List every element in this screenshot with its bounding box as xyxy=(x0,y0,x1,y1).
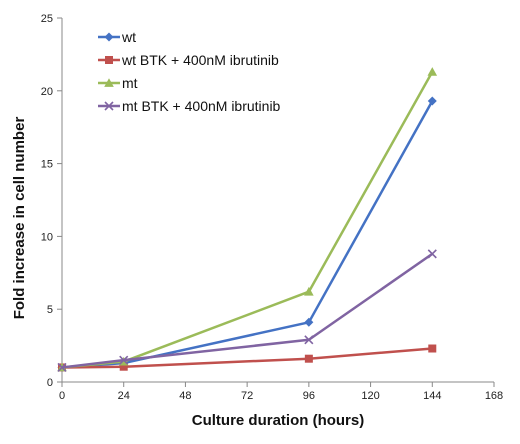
series-2-line xyxy=(61,347,433,369)
legend-item-1-marker xyxy=(104,32,114,42)
series-2-point xyxy=(428,344,437,353)
legend-item-4: mt BTK + 400nM ibrutinib xyxy=(98,98,281,114)
series-1-line xyxy=(61,100,434,369)
legend-item-3: mt xyxy=(98,75,138,91)
series-3-line xyxy=(61,71,434,369)
legend-item-2: wt BTK + 400nM ibrutinib xyxy=(98,52,279,68)
axes xyxy=(57,17,495,387)
x-tick-label: 0 xyxy=(59,390,65,402)
y-tick-label: 25 xyxy=(41,13,53,25)
legend-item-2-label: wt BTK + 400nM ibrutinib xyxy=(121,52,279,68)
x-marker-stroke xyxy=(104,101,114,111)
series-1-point xyxy=(304,317,314,327)
legend-item-1: wt xyxy=(98,29,136,45)
legend-item-1-label: wt xyxy=(121,29,136,45)
series-2-point xyxy=(304,354,313,363)
y-tick-label: 20 xyxy=(41,86,53,98)
series-4-point xyxy=(119,355,129,365)
x-marker-stroke xyxy=(304,335,314,345)
series-lines xyxy=(57,67,438,373)
series-1-point xyxy=(427,96,437,106)
x-marker-stroke xyxy=(119,355,129,365)
x-tick-label: 24 xyxy=(118,390,130,402)
x-tick-label: 72 xyxy=(241,390,253,402)
x-tick-label: 120 xyxy=(361,390,379,402)
series-4-point xyxy=(57,362,67,373)
y-axis-title: Fold increase in cell number xyxy=(11,117,28,320)
legend-item-4-label: mt BTK + 400nM ibrutinib xyxy=(122,98,281,114)
legend-item-4-marker xyxy=(104,101,114,111)
series-4-line xyxy=(61,252,433,369)
x-tick-label: 144 xyxy=(423,390,441,402)
x-marker-stroke xyxy=(427,249,437,259)
tick-labels: 0 5 10 15 20 25 0 24 48 72 96 120 144 168 xyxy=(41,13,503,402)
y-tick-label: 15 xyxy=(41,159,53,171)
y-tick-label: 0 xyxy=(47,377,53,389)
series-4-point xyxy=(427,249,437,259)
series-3-point xyxy=(427,67,438,76)
x-tick-label: 96 xyxy=(303,390,315,402)
series-2-point xyxy=(119,362,128,371)
x-marker-stroke xyxy=(57,362,67,373)
x-tick-label: 48 xyxy=(179,390,191,402)
series-4-point xyxy=(304,335,314,345)
y-tick-label: 5 xyxy=(47,304,53,316)
legend-item-3-marker xyxy=(104,78,114,87)
legend-item-2-marker xyxy=(105,56,113,64)
legend: wt wt BTK + 400nM ibrutinib mt mt BTK + 400… xyxy=(98,29,281,114)
series-3-point xyxy=(304,286,314,296)
y-tick-label: 10 xyxy=(41,231,53,243)
x-axis-title: Culture duration (hours) xyxy=(192,412,365,429)
x-tick-label: 168 xyxy=(485,390,503,402)
legend-item-3-label: mt xyxy=(122,75,138,91)
